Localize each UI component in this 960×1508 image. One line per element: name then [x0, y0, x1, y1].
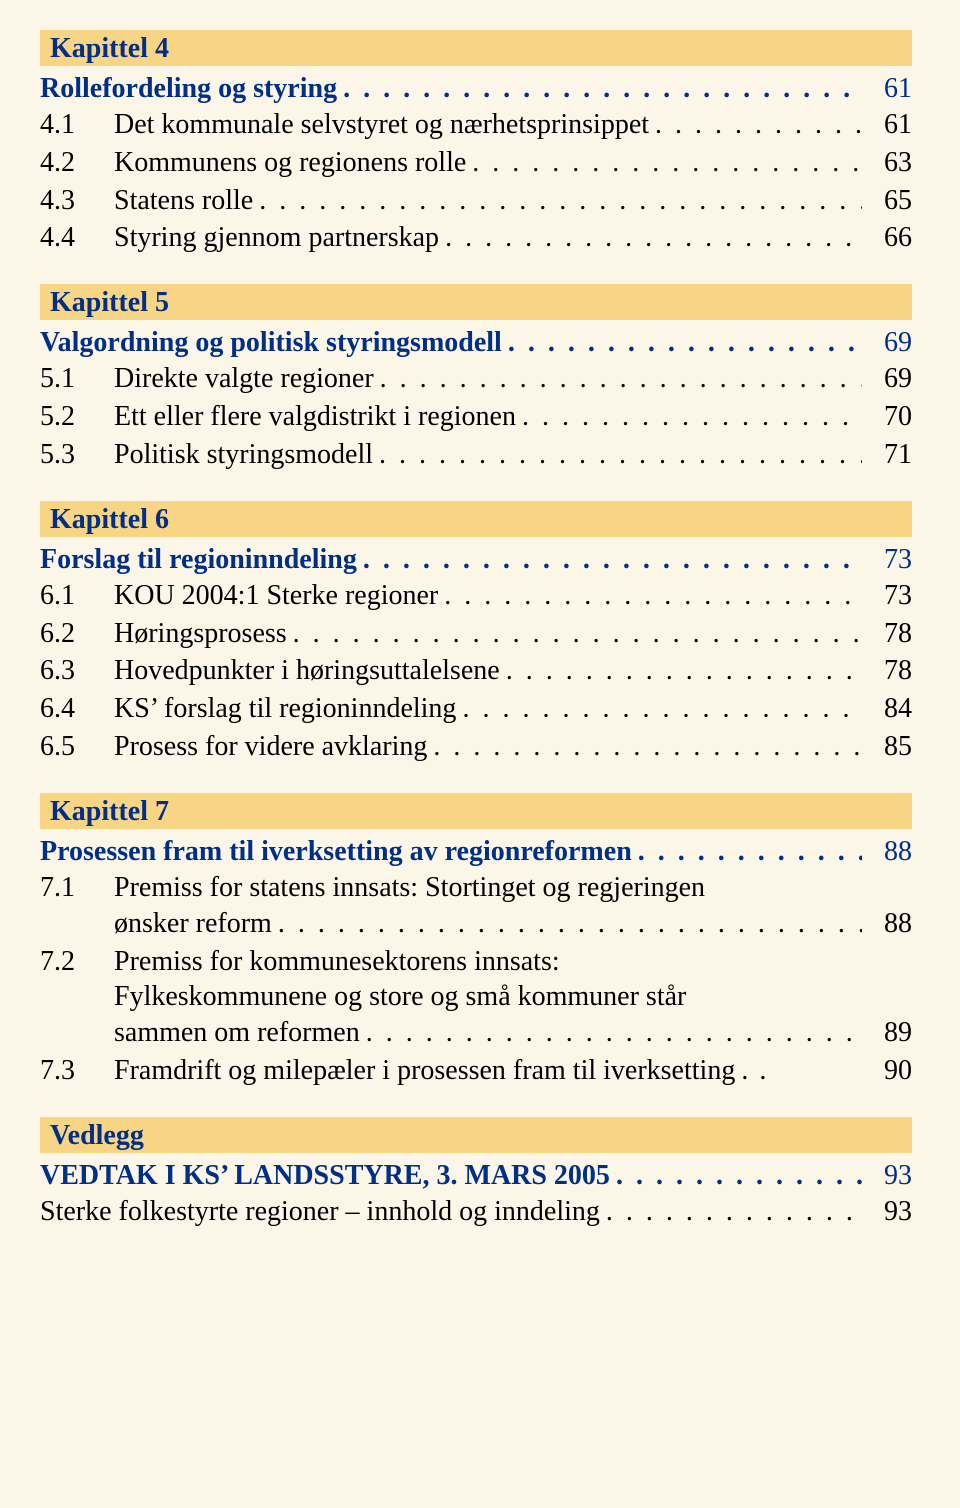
toc-entry: 6.2Høringsprosess. . . . . . . . . . . .…: [40, 616, 912, 652]
toc-entry: 4.4Styring gjennom partnerskap. . . . . …: [40, 220, 912, 256]
toc-entry: 7.3Framdrift og milepæler i prosessen fr…: [40, 1053, 912, 1089]
chapter-label: Kapittel 7: [40, 793, 179, 830]
toc-entry: 6.5Prosess for videre avklaring. . . . .…: [40, 729, 912, 765]
toc-entry: 4.2Kommunens og regionens rolle. . . . .…: [40, 145, 912, 181]
toc-entry: 5.3Politisk styringsmodell. . . . . . . …: [40, 437, 912, 473]
section-title: VEDTAK I KS’ LANDSSTYRE, 3. MARS 2005. .…: [40, 1160, 912, 1192]
toc-entry: 7.2Premiss for kommunesektorens innsats:…: [40, 944, 912, 1051]
section-title: Forslag til regioninndeling. . . . . . .…: [40, 544, 912, 576]
toc-entry: 7.1Premiss for statens innsats: Storting…: [40, 870, 912, 942]
toc-entry: Sterke folkestyrte regioner – innhold og…: [40, 1194, 912, 1230]
section-title: Valgordning og politisk styringsmodell. …: [40, 327, 912, 359]
chapter-label: Vedlegg: [40, 1117, 154, 1154]
toc-entry: 5.2Ett eller flere valgdistrikt i region…: [40, 399, 912, 435]
section-title: Rollefordeling og styring. . . . . . . .…: [40, 73, 912, 105]
toc-entry: 4.3Statens rolle. . . . . . . . . . . . …: [40, 183, 912, 219]
toc-entry: 6.4KS’ forslag til regioninndeling. . . …: [40, 691, 912, 727]
toc-entry: 6.3Hovedpunkter i høringsuttalelsene. . …: [40, 653, 912, 689]
toc-entry: 6.1KOU 2004:1 Sterke regioner. . . . . .…: [40, 578, 912, 614]
chapter-label: Kapittel 5: [40, 284, 179, 321]
chapter-label: Kapittel 6: [40, 501, 179, 538]
toc-entry: 5.1Direkte valgte regioner. . . . . . . …: [40, 361, 912, 397]
section-title: Prosessen fram til iverksetting av regio…: [40, 836, 912, 868]
toc-entry: 4.1Det kommunale selvstyret og nærhetspr…: [40, 107, 912, 143]
chapter-label: Kapittel 4: [40, 30, 179, 67]
